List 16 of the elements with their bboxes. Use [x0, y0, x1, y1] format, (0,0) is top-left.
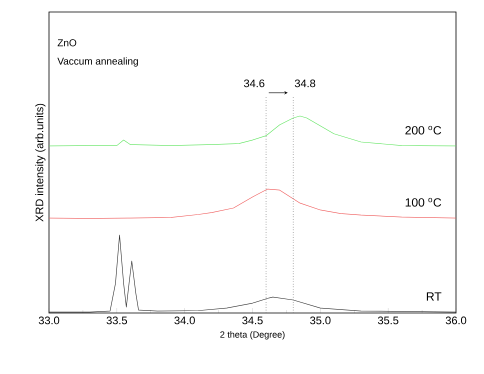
- x-tick-label: 34.0: [174, 316, 195, 324]
- x-tick-label: 34.5: [242, 316, 263, 324]
- series-label: 100 $^{o}$C: [406, 198, 442, 207]
- x-tick-label: 35.0: [310, 316, 331, 324]
- ref-line-label: 34.8: [294, 79, 316, 88]
- x-tick-label: 33.0: [38, 316, 60, 324]
- series-label: RT: [426, 292, 442, 301]
- x-tick-label: 35.5: [378, 316, 398, 324]
- ref-line-label: 34.6: [244, 79, 264, 88]
- x-tick-label: 36.0: [446, 316, 466, 324]
- x-tick-label: 33.5: [106, 316, 128, 324]
- text: ZnO: [58, 39, 76, 46]
- x-axis-title: 2 theta (Degree): [220, 331, 285, 340]
- series-label: 200 $^{o}$C: [405, 126, 442, 135]
- text: Vaccum annealing: [57, 57, 138, 67]
- y-axis-title: XRD intensity (arb.units): [35, 104, 46, 222]
